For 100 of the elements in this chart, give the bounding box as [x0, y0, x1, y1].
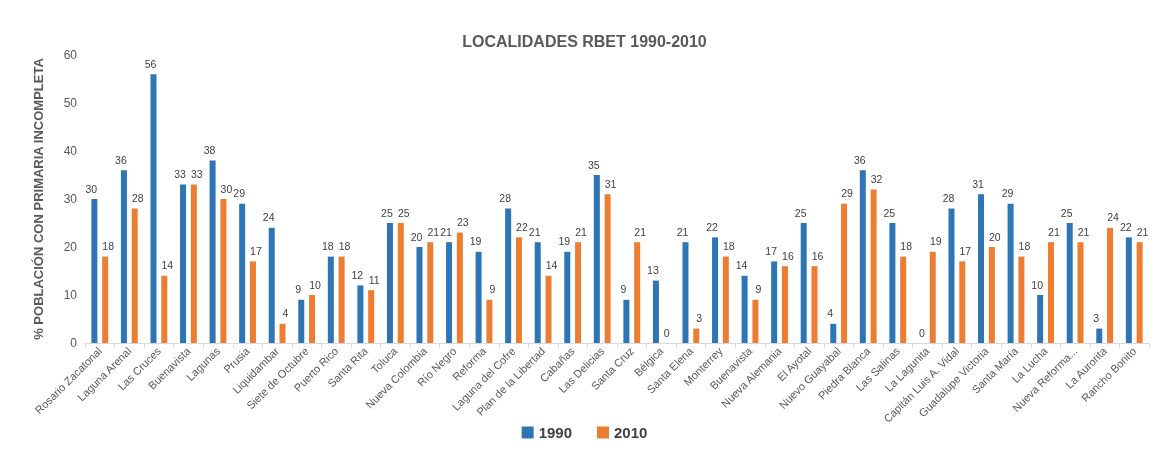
data-label: 14: [161, 259, 174, 272]
y-axis-title: % POBLACIÓN CON PRIMARIA INCOMPLETA: [31, 57, 46, 340]
bar: [564, 251, 571, 343]
data-label: 9: [489, 283, 496, 296]
data-label: 21: [440, 225, 453, 238]
data-label: 36: [115, 153, 127, 166]
data-label: 18: [338, 240, 351, 253]
bar: [752, 299, 759, 343]
data-label: 25: [883, 206, 896, 219]
data-label: 56: [144, 57, 157, 70]
bar: [741, 275, 748, 343]
data-label: 28: [499, 192, 512, 205]
data-label: 22: [1119, 220, 1132, 233]
bar: [309, 295, 316, 343]
data-label: 30: [220, 182, 233, 195]
data-label: 0: [919, 326, 926, 339]
data-label: 25: [397, 206, 410, 219]
bar: [397, 223, 404, 343]
bar: [575, 242, 582, 343]
data-label: 36: [853, 153, 866, 166]
data-label: 18: [900, 240, 913, 253]
bar: [712, 237, 719, 343]
data-label: 19: [558, 235, 571, 248]
data-label: 21: [634, 225, 647, 238]
data-label: 13: [647, 264, 659, 277]
bar: [368, 290, 375, 343]
data-label: 3: [1093, 312, 1100, 325]
data-label: 20: [989, 230, 1001, 243]
bar: [279, 323, 286, 343]
bar: [811, 266, 818, 343]
data-label: 28: [942, 192, 955, 205]
data-label: 31: [972, 177, 985, 190]
y-tick-label: 10: [63, 288, 78, 302]
data-label: 38: [203, 144, 216, 157]
bar: [830, 323, 837, 343]
bar: [327, 256, 334, 343]
bar: [545, 275, 552, 343]
data-label: 31: [604, 177, 617, 190]
bar: [505, 208, 512, 343]
data-label: 22: [516, 220, 528, 233]
bar: [416, 247, 423, 343]
data-label: 10: [309, 278, 322, 291]
bar: [1107, 227, 1114, 343]
bar: [1077, 242, 1084, 343]
bar: [1136, 242, 1143, 343]
bar: [781, 266, 788, 343]
data-label: 21: [528, 225, 541, 238]
data-label: 18: [1018, 240, 1031, 253]
bar: [357, 285, 364, 343]
bar: [1037, 295, 1044, 343]
bar: [1007, 203, 1014, 343]
data-label: 12: [351, 268, 364, 281]
bar: [220, 199, 227, 343]
data-label: 28: [131, 192, 144, 205]
data-label: 17: [765, 244, 778, 257]
bar: [515, 237, 522, 343]
data-label: 9: [755, 283, 762, 296]
bar: [978, 194, 985, 343]
bar: [652, 280, 659, 343]
bar: [948, 208, 955, 343]
data-label: 24: [262, 211, 275, 224]
data-label: 17: [959, 244, 972, 257]
data-label: 30: [85, 182, 98, 195]
data-label: 33: [191, 168, 203, 181]
bar: [161, 275, 168, 343]
bar: [1096, 328, 1103, 343]
data-label: 4: [282, 307, 289, 320]
bar: [209, 160, 216, 343]
data-label: 29: [841, 187, 854, 200]
legend-label: 1990: [538, 424, 573, 441]
bar: [427, 242, 434, 343]
data-label: 32: [870, 172, 883, 185]
data-label: 18: [723, 240, 735, 253]
data-label: 21: [427, 225, 440, 238]
data-label: 9: [295, 283, 302, 296]
bar: [889, 223, 896, 343]
data-label: 11: [368, 273, 380, 286]
y-tick-label: 50: [63, 96, 78, 110]
bar: [249, 261, 256, 343]
data-label: 29: [233, 187, 246, 200]
bar: [131, 208, 138, 343]
bar: [120, 170, 127, 343]
bar: [682, 242, 689, 343]
data-label: 10: [1031, 278, 1044, 291]
bar: [239, 203, 246, 343]
bar: [800, 223, 807, 343]
data-label: 24: [1107, 211, 1120, 224]
data-label: 9: [620, 283, 627, 296]
bar: [190, 184, 197, 343]
data-label: 21: [575, 225, 588, 238]
legend-label: 2010: [614, 424, 648, 441]
data-label: 21: [1136, 225, 1149, 238]
data-label: 3: [696, 312, 703, 325]
bar: [456, 232, 463, 343]
data-label: 25: [794, 206, 807, 219]
data-label: 18: [102, 240, 115, 253]
bar: [180, 184, 187, 343]
bar: [634, 242, 641, 343]
bar: [593, 175, 600, 343]
bar: [859, 170, 866, 343]
